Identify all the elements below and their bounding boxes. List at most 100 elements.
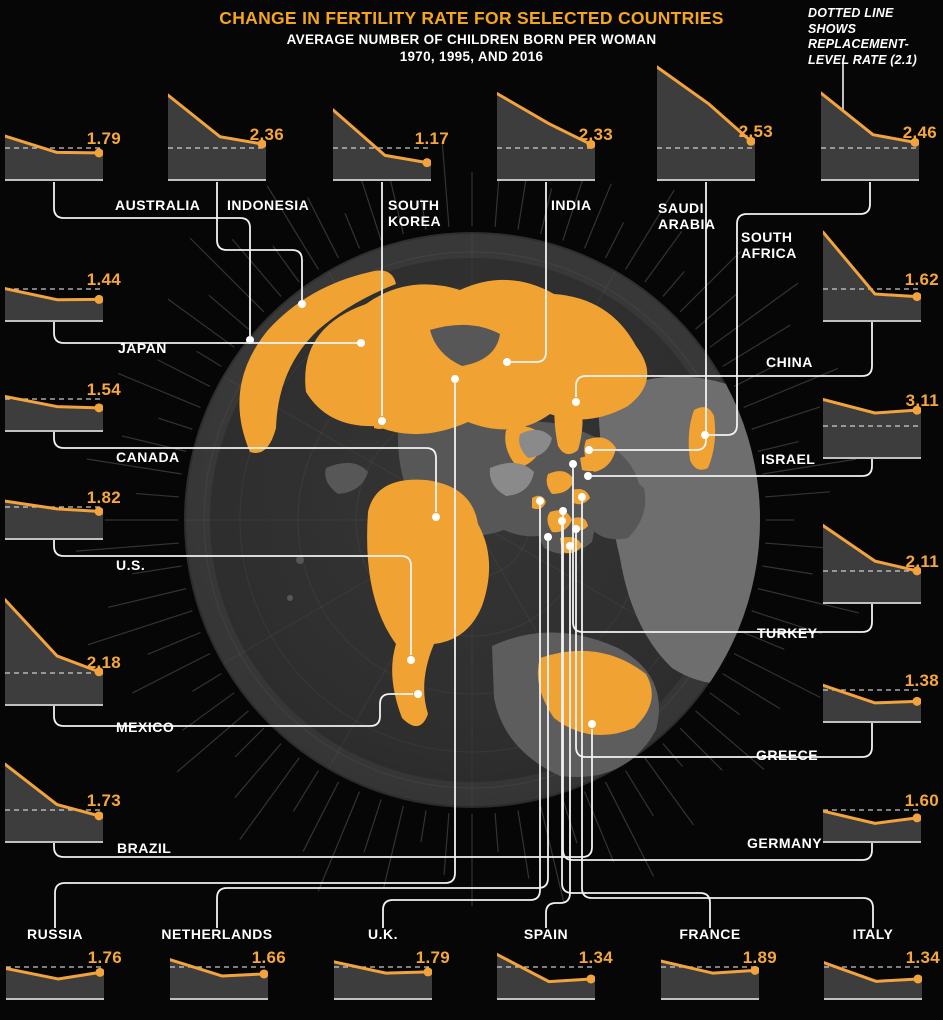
fertility-chart-india [497, 92, 595, 181]
fertility-chart-canada [5, 395, 103, 432]
chart-title: CHANGE IN FERTILITY RATE FOR SELECTED CO… [219, 8, 724, 28]
spike [382, 805, 404, 889]
map-dot-south-korea [378, 417, 386, 425]
spike [709, 282, 799, 348]
spike [441, 143, 450, 227]
spike [167, 298, 235, 348]
map-dot-mexico [414, 690, 422, 698]
country-label-canada: CANADA [116, 449, 180, 465]
fertility-trend-line [5, 395, 101, 410]
fertility-trend-line [5, 762, 101, 818]
fertility-trend-line [823, 397, 919, 415]
spike [234, 743, 282, 798]
spike [117, 372, 201, 409]
chart-area-fill [333, 109, 431, 181]
country-label-turkey: TURKEY [757, 625, 818, 641]
fertility-chart-us [5, 499, 103, 540]
country-label-indonesia: INDONESIA [227, 197, 310, 213]
highlight-north-america [367, 479, 490, 727]
spike [743, 631, 785, 650]
connector-south-africa [709, 182, 871, 436]
highlight-south-africa [688, 407, 716, 470]
spike [517, 810, 530, 879]
fertility-chart-south-africa [821, 91, 919, 181]
map-dot-saudi-arabia [585, 446, 593, 454]
spike [192, 673, 222, 692]
country-value-japan: 1.44 [86, 270, 121, 290]
country-label-brazil: BRAZIL [117, 840, 172, 856]
country-label-germany: GERMANY [747, 835, 823, 851]
country-value-mexico: 2.18 [86, 652, 121, 672]
fertility-trend-line [497, 952, 593, 984]
fertility-trend-line [334, 960, 430, 975]
spike [231, 239, 282, 297]
country-value-italy: 1.34 [905, 948, 940, 968]
spike [765, 491, 830, 498]
fertility-chart-spain [497, 952, 595, 1000]
replacement-note-line1: DOTTED LINE SHOWS [808, 6, 894, 36]
island-2 [287, 595, 293, 601]
spike [743, 367, 839, 409]
spike [132, 652, 211, 694]
map-dot-uk [536, 497, 544, 505]
header: CHANGE IN FERTILITY RATE FOR SELECTED CO… [0, 8, 943, 65]
spike [388, 174, 404, 235]
country-label-australia: AUSTRALIA [115, 197, 201, 213]
map-dot-italy [578, 493, 586, 501]
spike [272, 245, 300, 283]
spike [644, 230, 683, 283]
spike [147, 631, 201, 655]
spike [317, 791, 361, 892]
latest-value-dot [94, 148, 103, 158]
map-dot-brazil [588, 720, 596, 728]
latest-value-dot [422, 158, 431, 168]
chart-area-fill [823, 525, 921, 604]
map-dot-turkey [569, 460, 577, 468]
fertility-trend-line [823, 683, 919, 705]
map-dot-indonesia [298, 300, 306, 308]
latest-value-dot [423, 967, 432, 977]
fertility-chart-saudi-arabia [657, 65, 755, 181]
spike [302, 781, 340, 852]
latest-value-dot [95, 967, 104, 977]
spike [182, 692, 235, 731]
country-label-saudi-arabia: SAUDI ARABIA [658, 200, 716, 232]
spike [709, 692, 741, 716]
spike [762, 458, 857, 475]
fertility-chart-brazil [5, 762, 103, 843]
latest-value-dot [913, 974, 922, 984]
map-dot-canada [432, 513, 440, 521]
fertility-trend-line [823, 809, 919, 825]
fertility-chart-china [823, 230, 921, 322]
spike [307, 197, 340, 259]
spike [722, 324, 791, 367]
spike [132, 565, 182, 575]
spike [604, 781, 655, 877]
connector-spain [545, 550, 571, 928]
region-alaska [325, 462, 368, 494]
chart-area-fill [334, 961, 432, 1000]
spike [344, 213, 361, 249]
fertility-trend-line [168, 93, 264, 146]
spike [196, 350, 222, 367]
latest-value-dot [912, 813, 921, 823]
country-label-uk: U.K. [368, 926, 398, 942]
map-dot-us [407, 656, 415, 664]
region-middle-east [582, 472, 646, 540]
connector-italy [581, 501, 874, 928]
spike [443, 813, 450, 875]
country-value-us: 1.82 [86, 488, 121, 508]
fertility-chart-france [661, 959, 759, 1000]
fertility-trend-line [657, 65, 753, 143]
connector-uk [382, 505, 541, 928]
fertility-chart-japan [5, 287, 103, 322]
spike [86, 458, 182, 475]
country-label-us: U.S. [116, 557, 146, 573]
connector-australia [53, 182, 251, 336]
chart-area-fill [657, 67, 755, 181]
fertility-trend-line [170, 958, 266, 978]
connector-lines [53, 182, 874, 928]
country-value-canada: 1.54 [86, 380, 121, 400]
highlight-germany-netherlands [546, 471, 574, 494]
